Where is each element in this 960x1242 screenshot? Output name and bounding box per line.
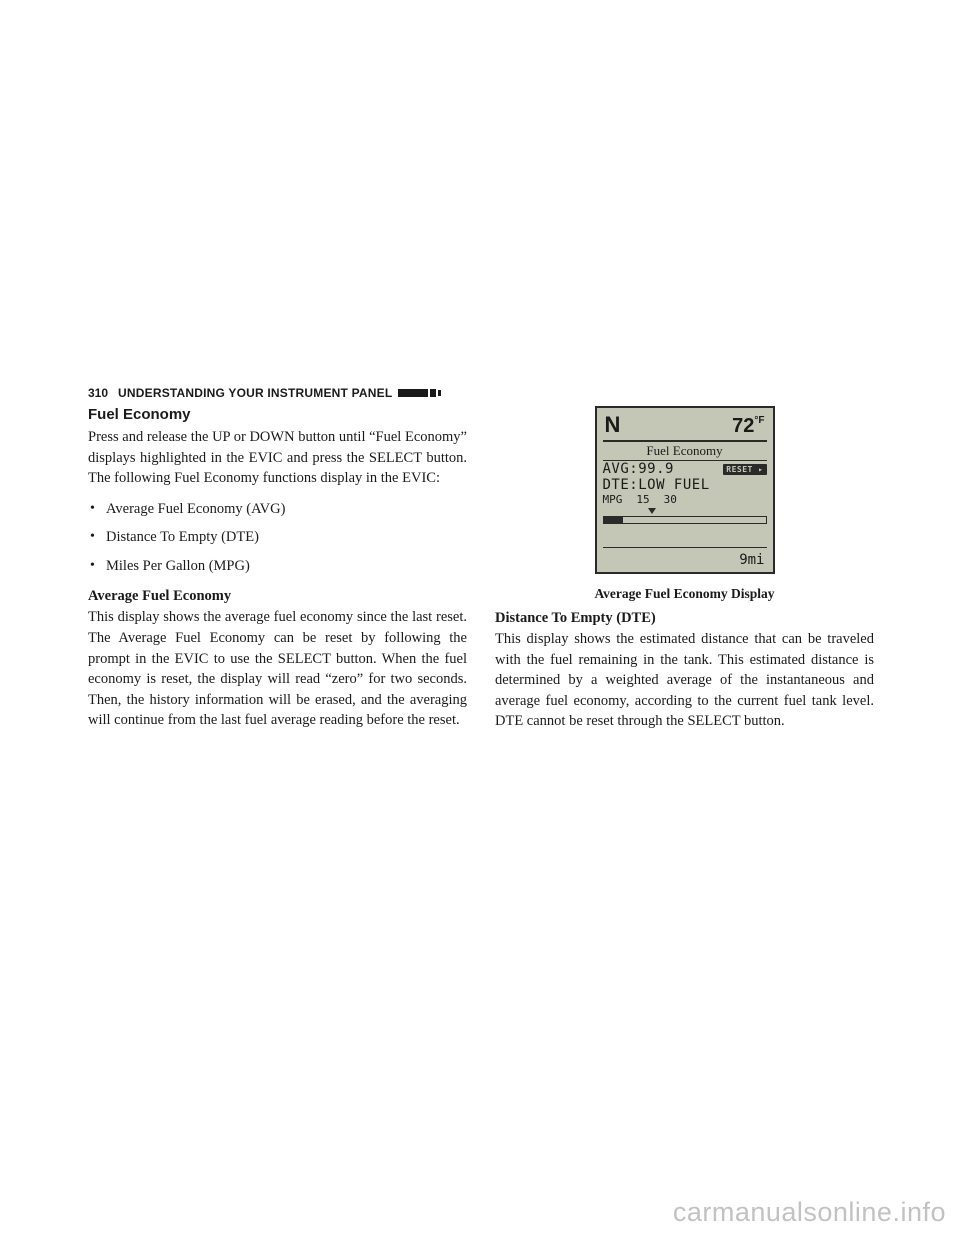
- dte-paragraph: This display shows the estimated distanc…: [495, 629, 874, 732]
- feature-list: Average Fuel Economy (AVG) Distance To E…: [88, 499, 467, 577]
- sub-heading-dte: Distance To Empty (DTE): [495, 610, 874, 627]
- fuel-bar: [603, 516, 767, 524]
- evic-display-mockup: N 72°F Fuel Economy AVG:99.9 RESET ▸ DTE…: [595, 406, 775, 574]
- avg-fuel-paragraph: This display shows the average fuel econ…: [88, 607, 467, 730]
- avg-text: AVG:99.9: [603, 461, 674, 477]
- mpg-label: MPG: [603, 493, 623, 506]
- compass-direction: N: [605, 412, 621, 438]
- left-column: Fuel Economy Press and release the UP or…: [88, 406, 467, 742]
- chapter-title: UNDERSTANDING YOUR INSTRUMENT PANEL: [118, 386, 392, 400]
- reset-badge: RESET ▸: [723, 464, 766, 475]
- evic-figure: N 72°F Fuel Economy AVG:99.9 RESET ▸ DTE…: [495, 406, 874, 602]
- header-decorative-bar: [398, 389, 441, 397]
- page-header: 310 UNDERSTANDING YOUR INSTRUMENT PANEL: [88, 386, 874, 400]
- watermark-text: carmanualsonline.info: [673, 1197, 946, 1228]
- page-number: 310: [88, 386, 108, 400]
- figure-caption: Average Fuel Economy Display: [495, 586, 874, 602]
- gauge-marker-icon: [648, 508, 656, 514]
- mpg-tick-30: 30: [664, 493, 677, 506]
- dte-row: DTE:LOW FUEL: [597, 477, 773, 493]
- dte-text: DTE:LOW FUEL: [603, 477, 710, 493]
- list-item: Average Fuel Economy (AVG): [88, 499, 467, 520]
- section-heading-fuel-economy: Fuel Economy: [88, 406, 467, 423]
- content-columns: Fuel Economy Press and release the UP or…: [88, 406, 874, 742]
- mpg-scale-row: MPG 15 30: [597, 493, 773, 506]
- manual-page: 310 UNDERSTANDING YOUR INSTRUMENT PANEL …: [88, 386, 874, 742]
- fuel-bar-fill: [604, 517, 623, 523]
- temp-unit: °F: [754, 415, 764, 426]
- avg-row: AVG:99.9 RESET ▸: [597, 461, 773, 477]
- outside-temp: 72°F: [732, 415, 764, 438]
- sub-heading-avg-fuel: Average Fuel Economy: [88, 588, 467, 605]
- display-title: Fuel Economy: [597, 442, 773, 460]
- mpg-tick-15: 15: [636, 493, 649, 506]
- right-column: N 72°F Fuel Economy AVG:99.9 RESET ▸ DTE…: [495, 406, 874, 742]
- list-item: Miles Per Gallon (MPG): [88, 556, 467, 577]
- odometer-value: 9mi: [739, 552, 764, 568]
- list-item: Distance To Empty (DTE): [88, 527, 467, 548]
- intro-paragraph: Press and release the UP or DOWN button …: [88, 427, 467, 489]
- mpg-gauge: [603, 508, 767, 526]
- temp-value: 72: [732, 415, 754, 437]
